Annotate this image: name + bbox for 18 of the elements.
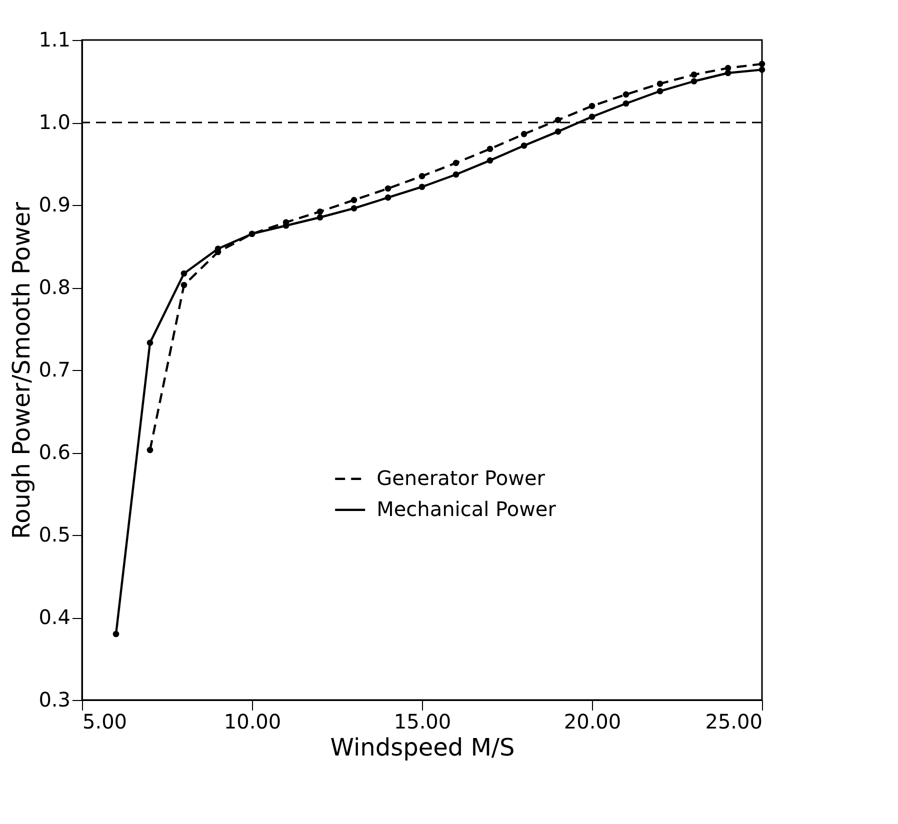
y-tick-label: 0.9 xyxy=(38,192,70,216)
y-tick-label: 0.5 xyxy=(38,522,70,546)
x-tick-label: 5.00 xyxy=(82,710,128,734)
x-axis-title: Windspeed M/S xyxy=(330,734,515,762)
y-tick-label: 0.8 xyxy=(38,275,70,299)
x-tick-label: 10.00 xyxy=(224,710,282,734)
y-tick-label: 0.4 xyxy=(38,605,70,629)
x-tick-label: 15.00 xyxy=(394,710,452,734)
x-tick-label: 20.00 xyxy=(564,710,622,734)
y-tick-label: 1.0 xyxy=(38,110,70,134)
legend-label: Mechanical Power xyxy=(376,496,557,521)
y-tick-label: 1.1 xyxy=(38,28,70,52)
x-tick-label: 25.00 xyxy=(705,710,762,734)
y-axis-title: Rough Power/Smooth Power xyxy=(8,202,36,540)
y-tick-label: 0.3 xyxy=(38,688,70,712)
y-tick-label: 0.7 xyxy=(38,358,70,382)
y-tick-label: 0.6 xyxy=(38,440,70,464)
legend-label: Generator Power xyxy=(376,466,546,490)
